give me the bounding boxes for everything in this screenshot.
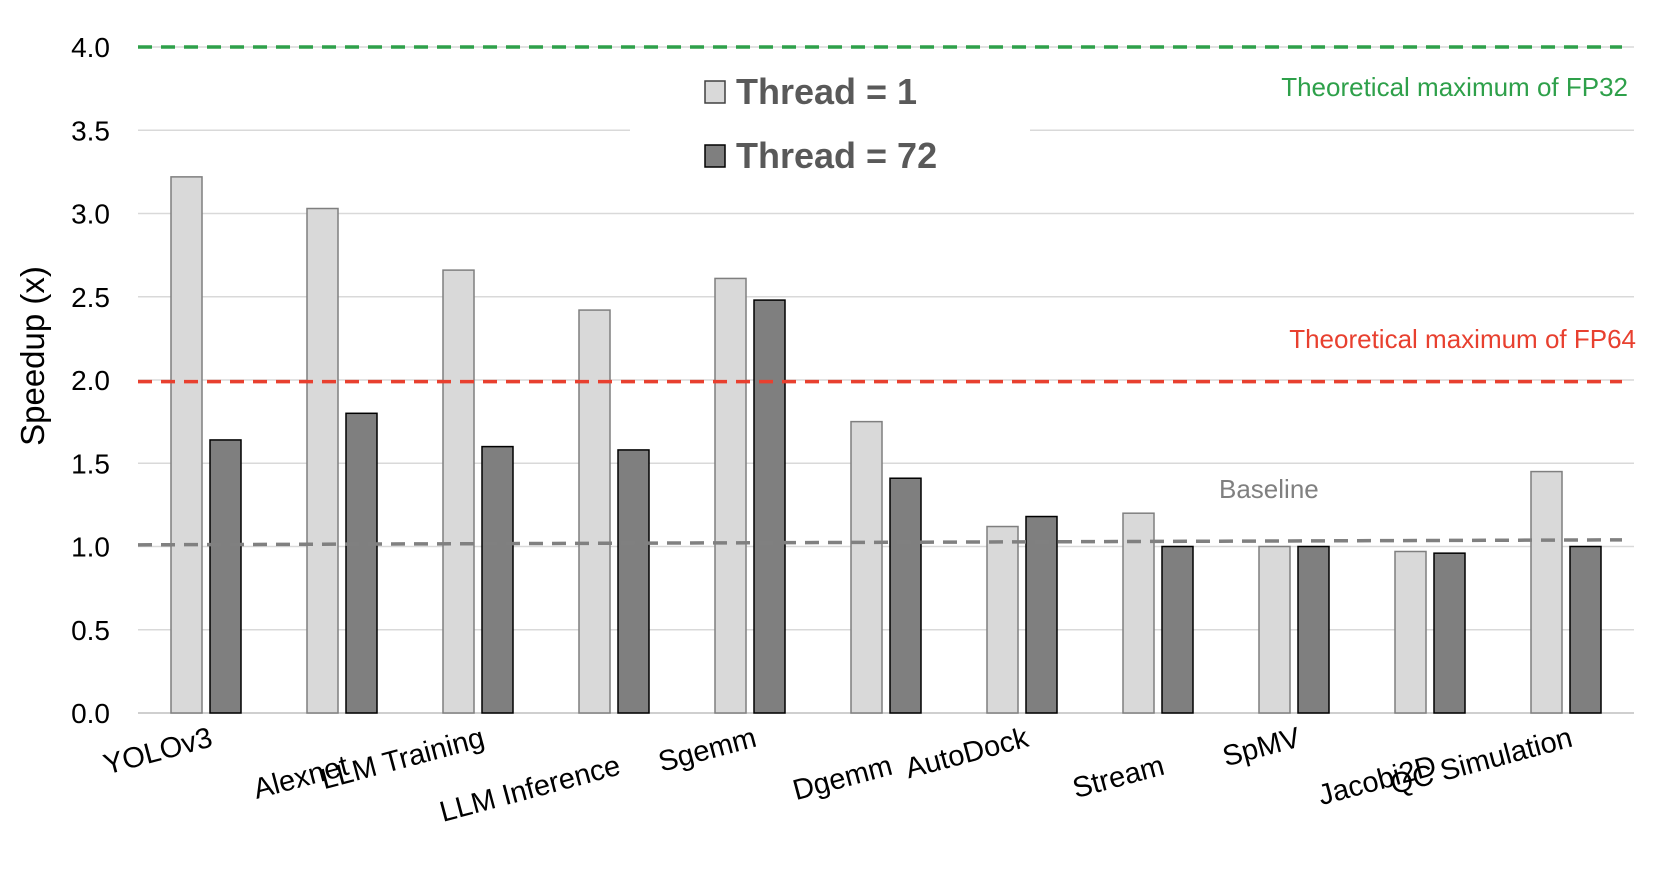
category-label: Sgemm [655, 722, 760, 779]
bar-thread-1 [306, 207, 339, 714]
baseline-label: Baseline [1219, 474, 1319, 504]
category-label: YOLOv3 [100, 722, 216, 782]
bar-thread-72 [889, 477, 922, 714]
y-tick-label: 0.0 [71, 698, 110, 729]
bar-thread-1 [1394, 550, 1427, 714]
y-tick-label: 1.0 [71, 532, 110, 563]
bar-thread-1 [578, 309, 611, 714]
y-tick-labels: 0.0 0.5 1.0 1.5 2.0 2.5 3.0 3.5 4.0 [71, 32, 110, 729]
bar-thread-72 [1569, 545, 1602, 714]
category-label: Dgemm [789, 750, 895, 807]
y-tick-label: 1.5 [71, 448, 110, 479]
legend-label-thread-72: Thread = 72 [736, 135, 937, 176]
legend: Thread = 1 Thread = 72 [630, 70, 1030, 190]
bar-thread-1 [1122, 512, 1155, 714]
legend-background [630, 70, 1030, 190]
bar-thread-72 [1433, 552, 1466, 714]
baseline-line [137, 538, 1623, 547]
bar-thread-1 [850, 420, 883, 714]
bar-thread-1 [986, 525, 1019, 714]
fp64-max-label: Theoretical maximum of FP64 [1289, 324, 1636, 354]
legend-swatch-thread-72 [704, 144, 726, 168]
y-tick-label: 3.5 [71, 115, 110, 146]
reference-lines [137, 45, 1623, 547]
bar-thread-72 [1297, 545, 1330, 714]
category-label: LLM Inference [436, 750, 623, 829]
bar-thread-1 [442, 269, 475, 714]
y-axis-label: Speedup (x) [14, 266, 51, 446]
bar-thread-72 [209, 439, 242, 714]
bar-thread-1 [714, 277, 747, 714]
y-tick-label: 4.0 [71, 32, 110, 63]
legend-swatch-thread-1 [704, 80, 726, 104]
y-tick-label: 0.5 [71, 615, 110, 646]
fp32-max-label: Theoretical maximum of FP32 [1281, 72, 1628, 102]
category-label: SpMV [1219, 722, 1304, 774]
bar-thread-72 [617, 449, 650, 714]
bar-thread-1 [1530, 470, 1563, 714]
bar-thread-72 [753, 299, 786, 714]
y-tick-label: 2.5 [71, 282, 110, 313]
bars [170, 176, 1602, 714]
y-tick-label: 3.0 [71, 199, 110, 230]
bar-thread-1 [170, 176, 203, 714]
legend-label-thread-1: Thread = 1 [736, 71, 917, 112]
bar-thread-72 [345, 412, 378, 714]
bar-thread-72 [1025, 515, 1058, 714]
category-label: AutoDock [902, 722, 1032, 786]
bar-thread-72 [1161, 545, 1194, 714]
y-tick-label: 2.0 [71, 365, 110, 396]
bar-thread-72 [481, 445, 514, 714]
category-label: LLM Training [318, 722, 488, 796]
category-label: Stream [1069, 750, 1168, 805]
bar-thread-1 [1258, 545, 1291, 714]
